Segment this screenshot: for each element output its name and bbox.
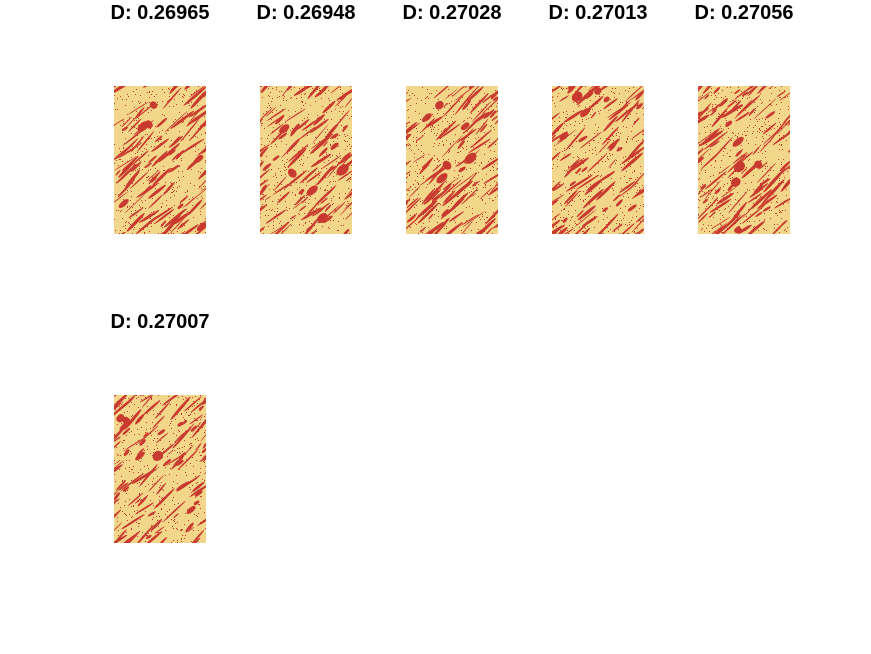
- panel-4: D: 0.27013: [538, 0, 658, 234]
- pattern-canvas: [698, 86, 790, 234]
- panel-title: D: 0.26948: [256, 2, 356, 24]
- panel-title: D: 0.27013: [548, 2, 648, 24]
- pattern-image: [698, 86, 790, 234]
- pattern-image: [260, 86, 352, 234]
- pattern-image: [552, 86, 644, 234]
- panel-1: D: 0.26965: [100, 0, 220, 234]
- pattern-canvas: [114, 86, 206, 234]
- pattern-image: [406, 86, 498, 234]
- pattern-canvas: [114, 395, 206, 543]
- pattern-canvas: [260, 86, 352, 234]
- pattern-image: [114, 395, 206, 543]
- pattern-image: [114, 86, 206, 234]
- pattern-canvas: [406, 86, 498, 234]
- panel-2: D: 0.26948: [246, 0, 366, 234]
- panel-title: D: 0.26965: [110, 2, 210, 24]
- panel-title: D: 0.27028: [402, 2, 502, 24]
- pattern-canvas: [552, 86, 644, 234]
- panel-5: D: 0.27056: [684, 0, 804, 234]
- panel-title: D: 0.27007: [110, 311, 210, 333]
- panel-3: D: 0.27028: [392, 0, 512, 234]
- panel-6: D: 0.27007: [100, 309, 220, 543]
- panel-title: D: 0.27056: [694, 2, 794, 24]
